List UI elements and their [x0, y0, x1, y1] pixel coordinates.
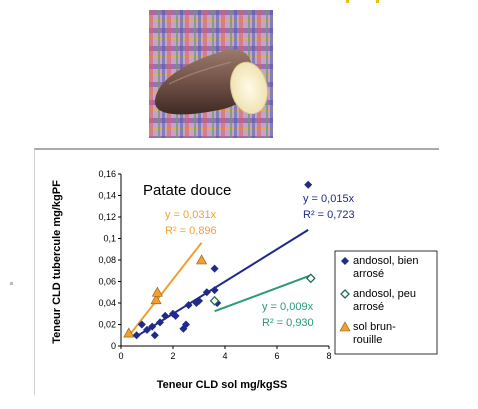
trend-line: [214, 274, 312, 313]
data-point: [148, 322, 157, 331]
y-tick-label: 0,06: [98, 277, 116, 287]
data-point: [137, 320, 146, 329]
data-point: [202, 288, 211, 297]
y-axis-title: Teneur CLD tubercule mg/kgPF: [51, 180, 63, 344]
data-point: [171, 311, 180, 320]
data-point: [210, 264, 219, 273]
scatter-chart: 0 0,02 0,04 0,06 0,08 0,1 0,12 0,14 0,16 0 2 4 6 8 y…: [34, 148, 439, 395]
data-point: [341, 257, 349, 265]
fit-annotation: y = 0,009x: [262, 301, 314, 313]
fit-annotation: R² = 0,896: [165, 225, 217, 237]
y-tick-label: 0,12: [98, 212, 116, 222]
legend-entry: rouille: [353, 334, 382, 346]
data-point: [179, 324, 188, 333]
fit-annotation: y = 0,031x: [165, 209, 217, 221]
chart-canvas: 0 0,02 0,04 0,06 0,08 0,1 0,12 0,14 0,16 0 2 4 6 8 y…: [51, 169, 438, 391]
y-ticks: 0 0,02 0,04 0,06 0,08 0,1 0,12 0,14 0,16: [98, 169, 121, 351]
data-point: [182, 320, 190, 329]
fit-annotation: y = 0,015x: [303, 193, 355, 205]
data-point: [195, 296, 203, 305]
x-axis-title: Teneur CLD sol mg/kgSS: [157, 379, 288, 391]
data-point: [151, 286, 163, 297]
data-point: [184, 301, 193, 310]
data-point: [150, 331, 159, 340]
fit-annotation: R² = 0,723: [303, 209, 355, 221]
data-point: [340, 289, 350, 299]
data-point: [161, 311, 170, 320]
trend-line: [128, 242, 203, 337]
y-tick-label: 0,16: [98, 169, 116, 179]
data-point: [123, 327, 135, 338]
data-point: [143, 325, 151, 334]
fit-annotation: R² = 0,930: [262, 317, 314, 329]
data-point: [210, 286, 219, 295]
chart-title: Patate douce: [143, 182, 231, 199]
y-tick-label: 0: [111, 341, 116, 351]
sweet-potato-icon: [149, 10, 273, 138]
legend-entry: arrosé: [353, 268, 384, 280]
data-point: [305, 273, 316, 284]
sweet-potato-photo: [149, 10, 273, 138]
decorative-dot: [376, 0, 379, 3]
legend-entry: andosol, bien: [353, 255, 418, 267]
x-tick-label: 2: [170, 351, 175, 361]
x-tick-label: 8: [326, 351, 331, 361]
fit-annotations: y = 0,015x R² = 0,723 y = 0,009x R² = 0,930…: [165, 193, 355, 329]
y-tick-label: 0,04: [98, 298, 116, 308]
legend-entry: sol brun-: [353, 321, 396, 333]
data-point: [150, 294, 162, 305]
data-point: [132, 331, 141, 340]
x-ticks: 0 2 4 6 8: [118, 346, 332, 361]
decorative-dot: [10, 282, 13, 285]
data-point: [339, 321, 351, 332]
x-tick-label: 6: [274, 351, 279, 361]
data-point: [196, 254, 208, 265]
data-points: [123, 180, 316, 340]
y-tick-label: 0,1: [103, 234, 116, 244]
data-point: [209, 295, 220, 306]
decorative-dot: [346, 0, 349, 3]
legend-entry: andosol, peu: [353, 288, 416, 300]
y-tick-label: 0,02: [98, 320, 116, 330]
x-tick-label: 4: [222, 351, 227, 361]
x-tick-label: 0: [118, 351, 123, 361]
data-point: [304, 180, 313, 189]
y-tick-label: 0,14: [98, 191, 116, 201]
data-point: [156, 318, 164, 327]
y-tick-label: 0,08: [98, 255, 116, 265]
legend-entry: arrosé: [353, 301, 384, 313]
